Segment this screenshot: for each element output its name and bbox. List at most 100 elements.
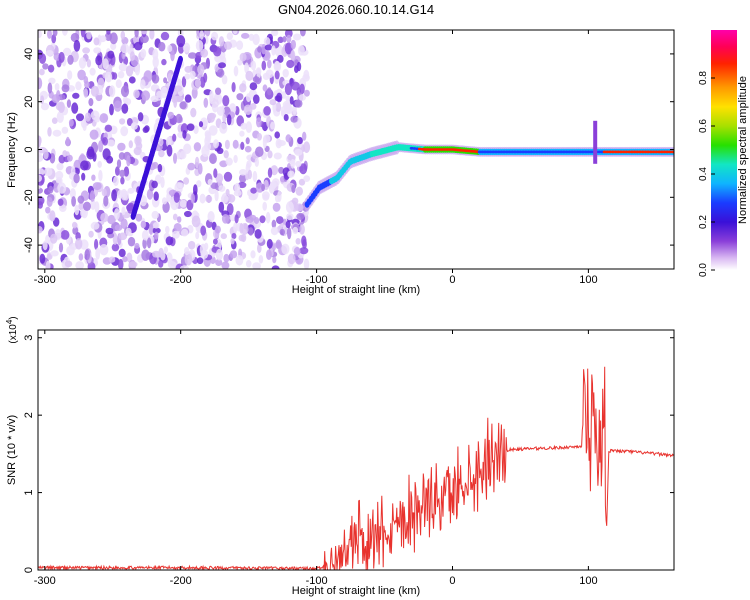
noise-blob	[121, 206, 126, 216]
bottom-y-axis-label: SNR (10 * v/v)	[6, 415, 18, 485]
noise-blob	[165, 236, 174, 246]
noise-blob	[47, 82, 53, 94]
noise-blob	[128, 261, 138, 268]
noise-blob	[38, 77, 43, 90]
noise-blob	[158, 41, 166, 52]
band-hot	[428, 148, 433, 151]
noise-blob	[77, 69, 86, 81]
noise-blob	[284, 30, 293, 38]
noise-blob	[82, 47, 90, 54]
band-hot	[610, 150, 615, 154]
noise-blob	[126, 118, 133, 126]
noise-blob	[38, 53, 47, 64]
noise-blob	[83, 88, 89, 98]
noise-blob	[90, 221, 100, 230]
noise-blob	[193, 142, 202, 152]
noise-blob	[262, 191, 270, 200]
noise-blob	[238, 248, 243, 258]
noise-blob	[95, 55, 103, 66]
noise-blob	[183, 177, 190, 185]
noise-blob	[173, 152, 177, 164]
noise-blob	[187, 162, 196, 171]
noise-blob	[88, 230, 94, 238]
noise-blob	[161, 58, 167, 66]
noise-blob	[292, 226, 299, 235]
noise-blob	[179, 150, 187, 160]
y-tick-label: 3	[23, 335, 35, 341]
noise-blob	[229, 250, 238, 259]
noise-blob	[290, 158, 296, 169]
noise-blob	[226, 114, 232, 126]
noise-blob	[225, 188, 230, 196]
noise-blob	[248, 193, 258, 201]
noise-blob	[71, 102, 79, 114]
noise-blob	[209, 153, 217, 165]
top-x-axis-label: Height of straight line (km)	[292, 284, 420, 296]
noise-blob	[61, 126, 69, 134]
signal-streak	[130, 55, 183, 220]
noise-blob	[283, 102, 292, 113]
noise-blob	[209, 90, 214, 102]
noise-blob	[184, 253, 193, 266]
noise-blob	[231, 82, 236, 93]
noise-blob	[130, 122, 138, 130]
noise-blob	[193, 184, 198, 196]
noise-blob	[94, 201, 100, 213]
noise-blob	[39, 253, 46, 264]
noise-blob	[98, 169, 103, 182]
noise-blob	[117, 71, 125, 79]
noise-blob	[48, 77, 56, 85]
noise-blob	[152, 227, 161, 234]
noise-blob	[221, 74, 228, 85]
snr-plot-area	[38, 366, 674, 570]
noise-blob	[199, 193, 206, 204]
noise-blob	[118, 152, 125, 160]
noise-blob	[117, 258, 124, 269]
noise-blob	[299, 163, 308, 175]
noise-blob	[141, 90, 151, 101]
noise-blob	[236, 93, 244, 101]
noise-blob	[120, 218, 128, 229]
noise-blob	[197, 163, 203, 175]
noise-blob	[255, 117, 262, 128]
noise-blob	[194, 78, 201, 88]
noise-blob	[285, 134, 292, 143]
noise-blob	[158, 149, 165, 158]
noise-blob	[267, 150, 273, 159]
noise-blob	[197, 64, 205, 75]
noise-blob	[89, 67, 96, 76]
noise-blob	[92, 182, 102, 191]
noise-blob	[222, 95, 230, 107]
noise-blob	[184, 210, 192, 218]
noise-blob	[279, 76, 285, 89]
noise-blob	[240, 141, 245, 150]
noise-blob	[86, 59, 92, 68]
signal-band	[304, 120, 674, 212]
noise-blob	[254, 157, 259, 167]
noise-blob	[113, 176, 119, 187]
noise-blob	[221, 214, 230, 224]
noise-blob	[194, 156, 200, 169]
noise-blob	[45, 260, 51, 269]
noise-blob	[236, 40, 244, 50]
noise-blob	[152, 250, 161, 258]
noise-blob	[254, 146, 264, 158]
noise-blob	[239, 83, 247, 93]
noise-blob	[80, 160, 89, 171]
noise-blob	[121, 103, 129, 114]
noise-blob	[261, 60, 267, 71]
colorbar: 0.0 0.2 0.4 0.6 0.8 Normalized spectral ampl…	[698, 30, 749, 277]
noise-blob	[274, 70, 280, 80]
noise-blob	[218, 201, 225, 213]
y-multiplier: (x104)	[5, 316, 19, 343]
noise-blob	[151, 74, 160, 84]
y-tick-label: 2	[23, 412, 35, 418]
noise-blob	[173, 85, 183, 92]
noise-blob	[287, 253, 296, 265]
noise-blob	[239, 130, 245, 137]
snr-frame	[37, 329, 675, 571]
noise-blob	[65, 136, 70, 147]
noise-blob	[95, 247, 101, 260]
noise-blob	[119, 169, 126, 178]
noise-blob	[100, 212, 109, 223]
